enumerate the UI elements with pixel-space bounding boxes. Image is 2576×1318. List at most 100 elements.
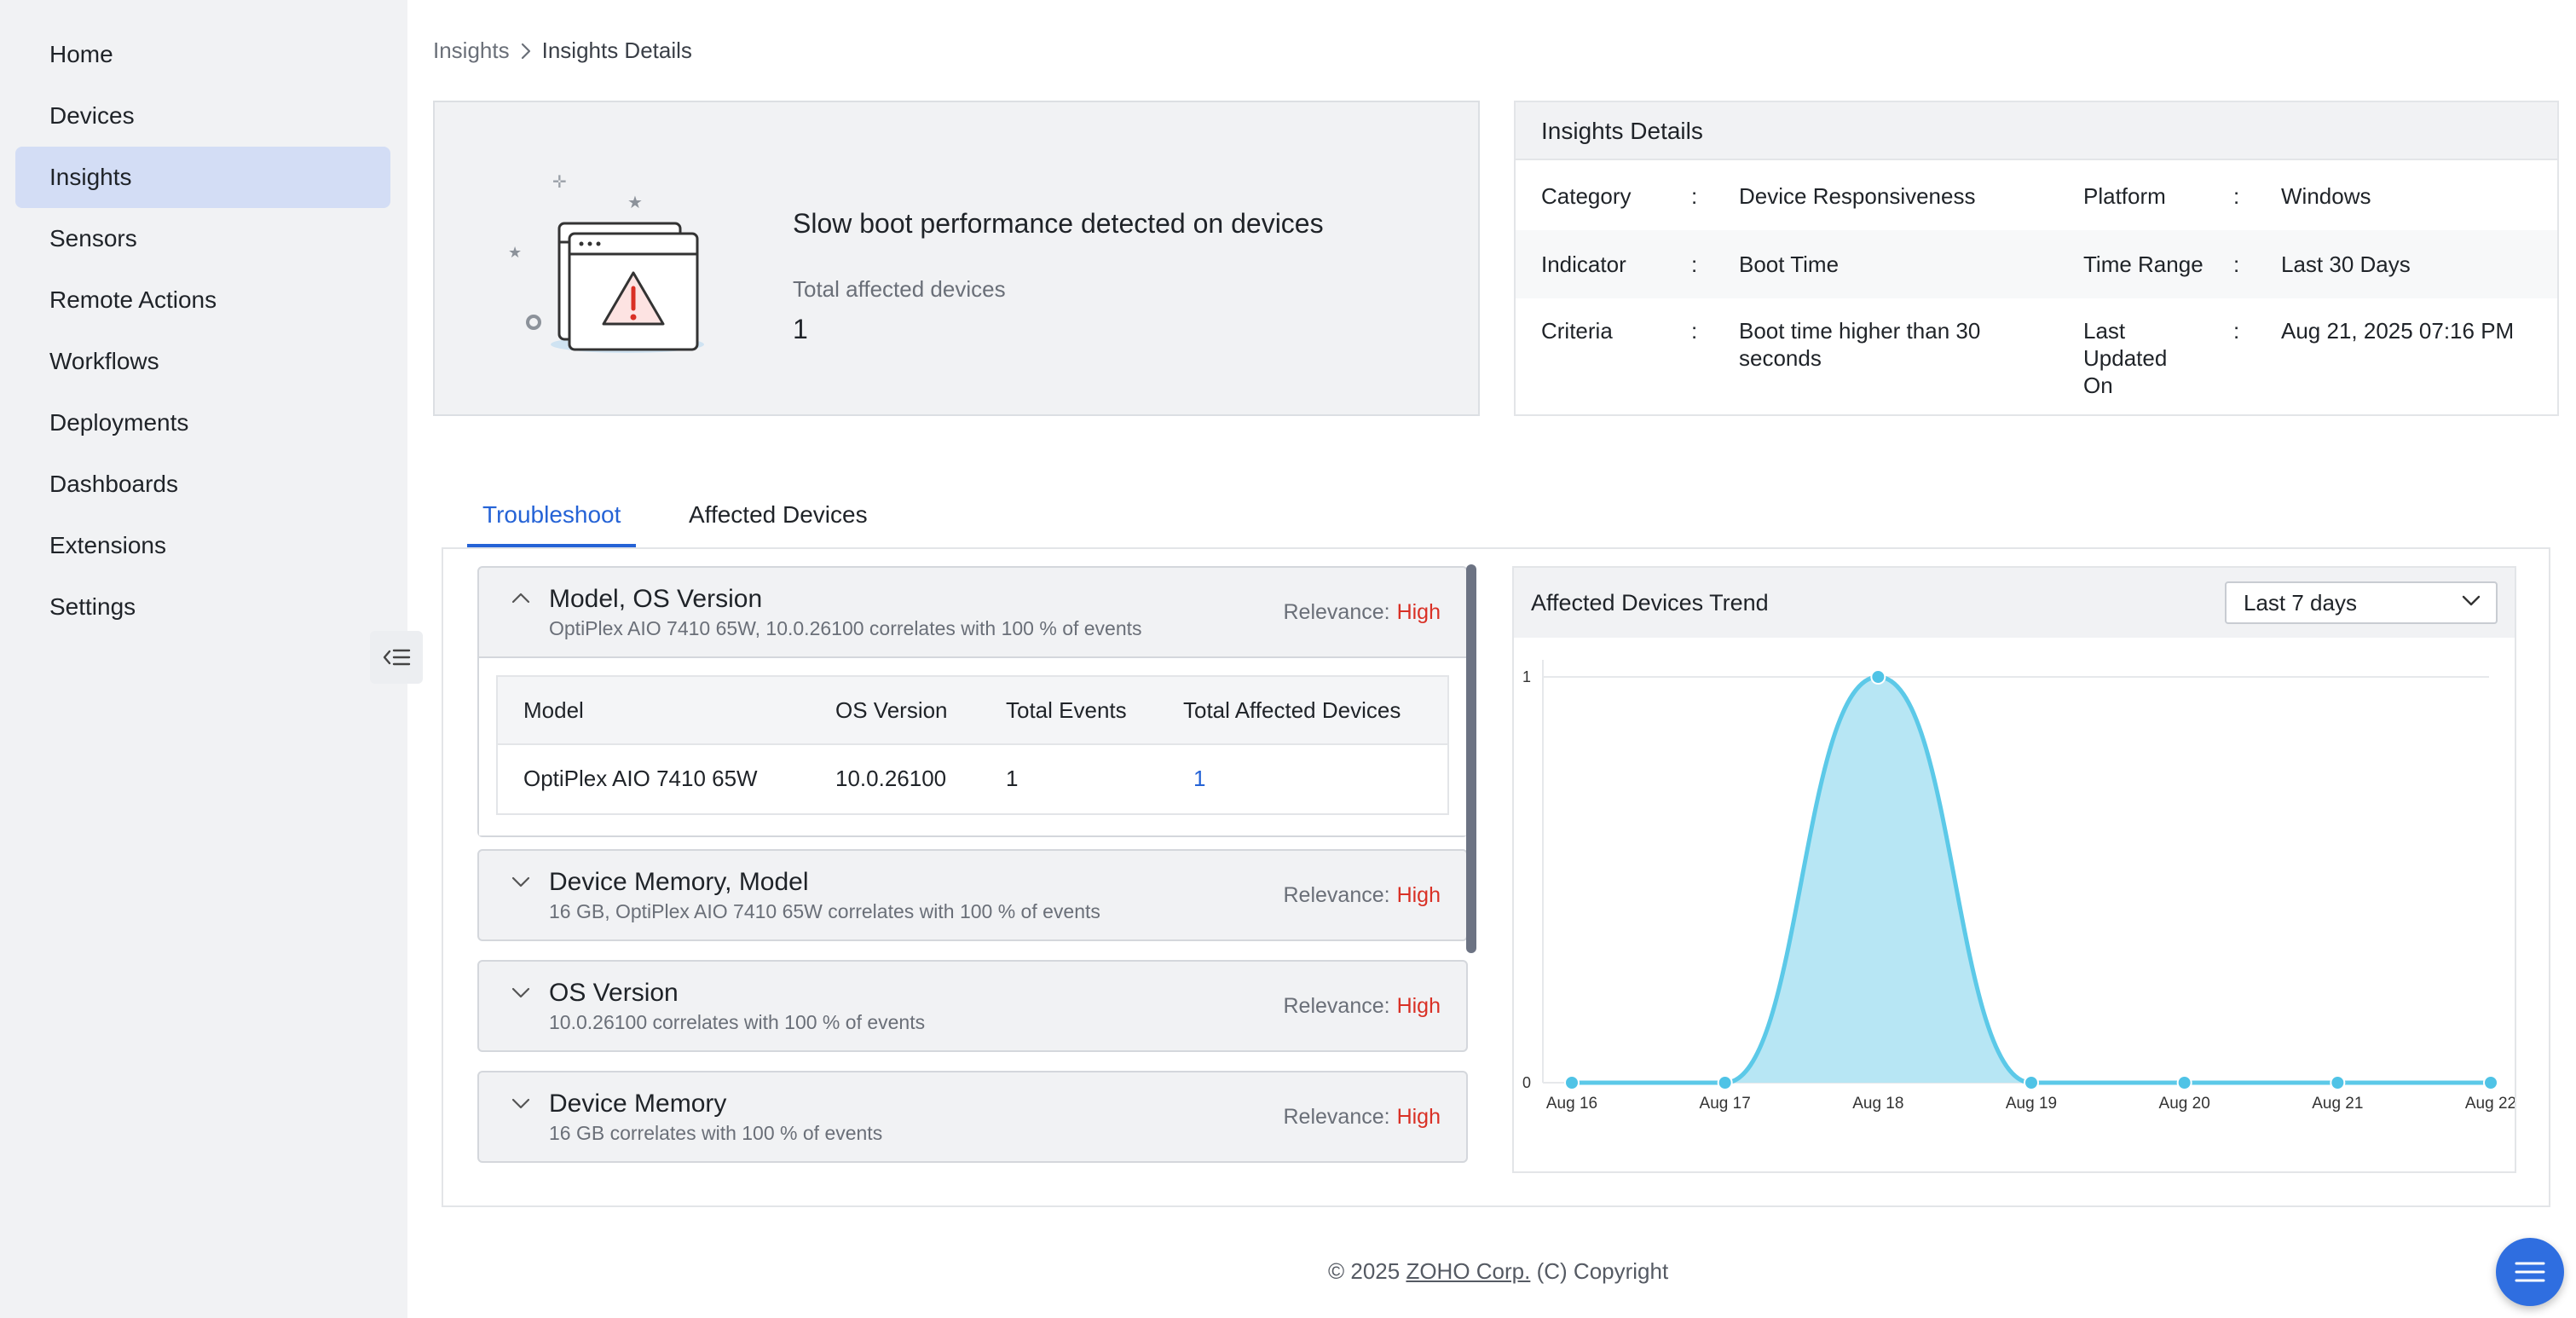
sidebar-item-dashboards[interactable]: Dashboards [49,471,178,497]
correlation-item-device-memory: Device Memory 16 GB correlates with 100 … [477,1071,1468,1163]
chevron-down-icon[interactable] [511,986,530,999]
chart-header: Affected Devices Trend Last 7 days [1514,568,2515,638]
x-tick-label: Aug 19 [2006,1095,2057,1113]
time-range-selected: Last 7 days [2244,590,2357,616]
accordion-header[interactable]: Model, OS Version OptiPlex AIO 7410 65W,… [479,568,1466,656]
relevance-value: High [1396,994,1441,1018]
time-range-dropdown[interactable]: Last 7 days [2225,581,2498,624]
svg-text:★: ★ [627,192,643,212]
sidebar-item-settings[interactable]: Settings [49,593,136,620]
footer: © 2025 ZOHO Corp. (C) Copyright [1328,1258,1668,1285]
table-header-row: Model OS Version Total Events Total Affe… [498,677,1447,745]
chevron-down-icon [2462,595,2481,606]
footer-brand-link[interactable]: ZOHO Corp. [1406,1258,1531,1284]
detail-separator: : [2233,318,2240,344]
x-tick-label: Aug 20 [2159,1095,2210,1113]
x-tick-label: Aug 22 [2465,1095,2515,1113]
affected-devices-trend-card: Affected Devices Trend Last 7 days 0 1 Aug… [1512,566,2516,1173]
correlation-item-model-os: Model, OS Version OptiPlex AIO 7410 65W,… [477,566,1468,837]
sidebar-item-devices[interactable]: Devices [49,102,135,129]
chevron-up-icon[interactable] [511,592,530,605]
detail-value: Boot Time [1739,251,1840,277]
relevance-label: Relevance: [1283,994,1390,1018]
insight-title: Slow boot performance detected on device… [793,208,1324,239]
sidebar-item-extensions[interactable]: Extensions [49,532,166,558]
data-point [2176,1075,2192,1090]
details-row-indicator: Indicator : Boot Time Time Range : Last … [1516,230,2557,298]
detail-label: Indicator [1541,251,1626,277]
sidebar: Home Devices Insights Sensors Remote Act… [0,0,407,1318]
sidebar-item-home[interactable]: Home [49,41,113,67]
sidebar-item-remote-actions[interactable]: Remote Actions [49,286,217,313]
insight-details-card: Insights Details Category : Device Respo… [1514,101,2559,416]
trend-area [1572,677,2491,1083]
x-tick-label: Aug 16 [1546,1095,1597,1113]
correlation-table: Model OS Version Total Events Total Affe… [496,675,1449,815]
detail-value: Aug 21, 2025 07:16 PM [2281,318,2515,344]
accordion-title: Model, OS Version [549,585,763,613]
sidebar-item-sensors[interactable]: Sensors [49,225,137,251]
y-tick-label: 0 [1522,1074,1531,1091]
tab-troubleshoot[interactable]: Troubleshoot [467,498,637,547]
data-point [2330,1075,2346,1090]
relevance-label: Relevance: [1283,883,1390,907]
x-tick-label: Aug 17 [1700,1095,1751,1113]
cell-affected-devices-link[interactable]: 1 [1193,766,1206,791]
relevance-label: Relevance: [1283,1105,1390,1129]
relevance-indicator: Relevance: High [1284,600,1441,625]
tab-affected-devices[interactable]: Affected Devices [689,501,868,528]
breadcrumb-insights-link[interactable]: Insights [433,38,510,63]
details-row-category: Category : Device Responsiveness Platfor… [1516,160,2557,230]
details-row-criteria: Criteria : Boot time higher than 30 seco… [1516,298,2557,414]
detail-value: Boot time higher than 30 [1739,318,1981,344]
detail-value: seconds [1739,345,1822,371]
accordion-header[interactable]: Device Memory, Model 16 GB, OptiPlex AIO… [479,851,1466,939]
correlation-item-memory-model: Device Memory, Model 16 GB, OptiPlex AIO… [477,849,1468,941]
data-point [1717,1075,1733,1090]
data-point [2483,1075,2498,1090]
trend-chart: 0 1 Aug 16 Aug 17 Aug 18 Aug 19 Aug 20 Aug 21 Au… [1522,660,2515,1113]
accordion-scrollbar[interactable] [1466,564,1476,953]
quick-menu-button[interactable] [2496,1238,2564,1306]
sidebar-item-insights[interactable]: Insights [15,147,390,208]
svg-text:★: ★ [508,244,522,262]
hamburger-menu-icon [2515,1262,2545,1282]
data-point [2024,1075,2039,1090]
chevron-down-icon[interactable] [511,1096,530,1110]
y-tick-label: 1 [1522,668,1531,685]
data-point [1564,1075,1580,1090]
accordion-subtitle: 10.0.26100 correlates with 100 % of even… [549,1011,926,1033]
detail-label: Time Range [2083,251,2203,277]
accordion-body: Model OS Version Total Events Total Affe… [479,656,1466,835]
sidebar-item-deployments[interactable]: Deployments [49,409,189,436]
accordion-subtitle: OptiPlex AIO 7410 65W, 10.0.26100 correl… [549,617,1142,639]
accordion-subtitle: 16 GB, OptiPlex AIO 7410 65W correlates … [549,900,1100,922]
accordion-title: Device Memory, Model [549,868,809,896]
insight-summary-card: ✛ ★ ★ Slow boot performance detected on … [433,101,1480,416]
detail-separator: : [2233,251,2240,277]
detail-label: Last [2083,318,2126,344]
relevance-value: High [1396,883,1441,907]
collapse-menu-icon [383,649,411,666]
detail-label: Updated [2083,345,2168,371]
insight-details-heading: Insights Details [1516,102,2557,160]
detail-label: Platform [2083,183,2166,209]
data-point [1870,669,1886,685]
column-header-os-version: OS Version [835,697,948,723]
accordion-header[interactable]: OS Version 10.0.26100 correlates with 10… [479,962,1466,1050]
warning-window-illustration: ✛ ★ ★ [508,171,704,353]
svg-text:✛: ✛ [552,171,567,192]
column-header-model: Model [523,697,584,723]
sidebar-item-workflows[interactable]: Workflows [49,348,159,374]
affected-devices-label: Total affected devices [793,276,1006,302]
relevance-value: High [1396,1105,1441,1129]
collapse-sidebar-button[interactable] [370,631,423,684]
accordion-header[interactable]: Device Memory 16 GB correlates with 100 … [479,1072,1466,1161]
detail-label: Criteria [1541,318,1613,344]
detail-separator: : [1691,251,1698,277]
chevron-right-icon [521,43,530,59]
chevron-down-icon[interactable] [511,875,530,888]
breadcrumb-current: Insights Details [541,38,692,63]
footer-copyright-suffix: (C) Copyright [1530,1258,1669,1284]
relevance-indicator: Relevance: High [1284,1105,1441,1130]
